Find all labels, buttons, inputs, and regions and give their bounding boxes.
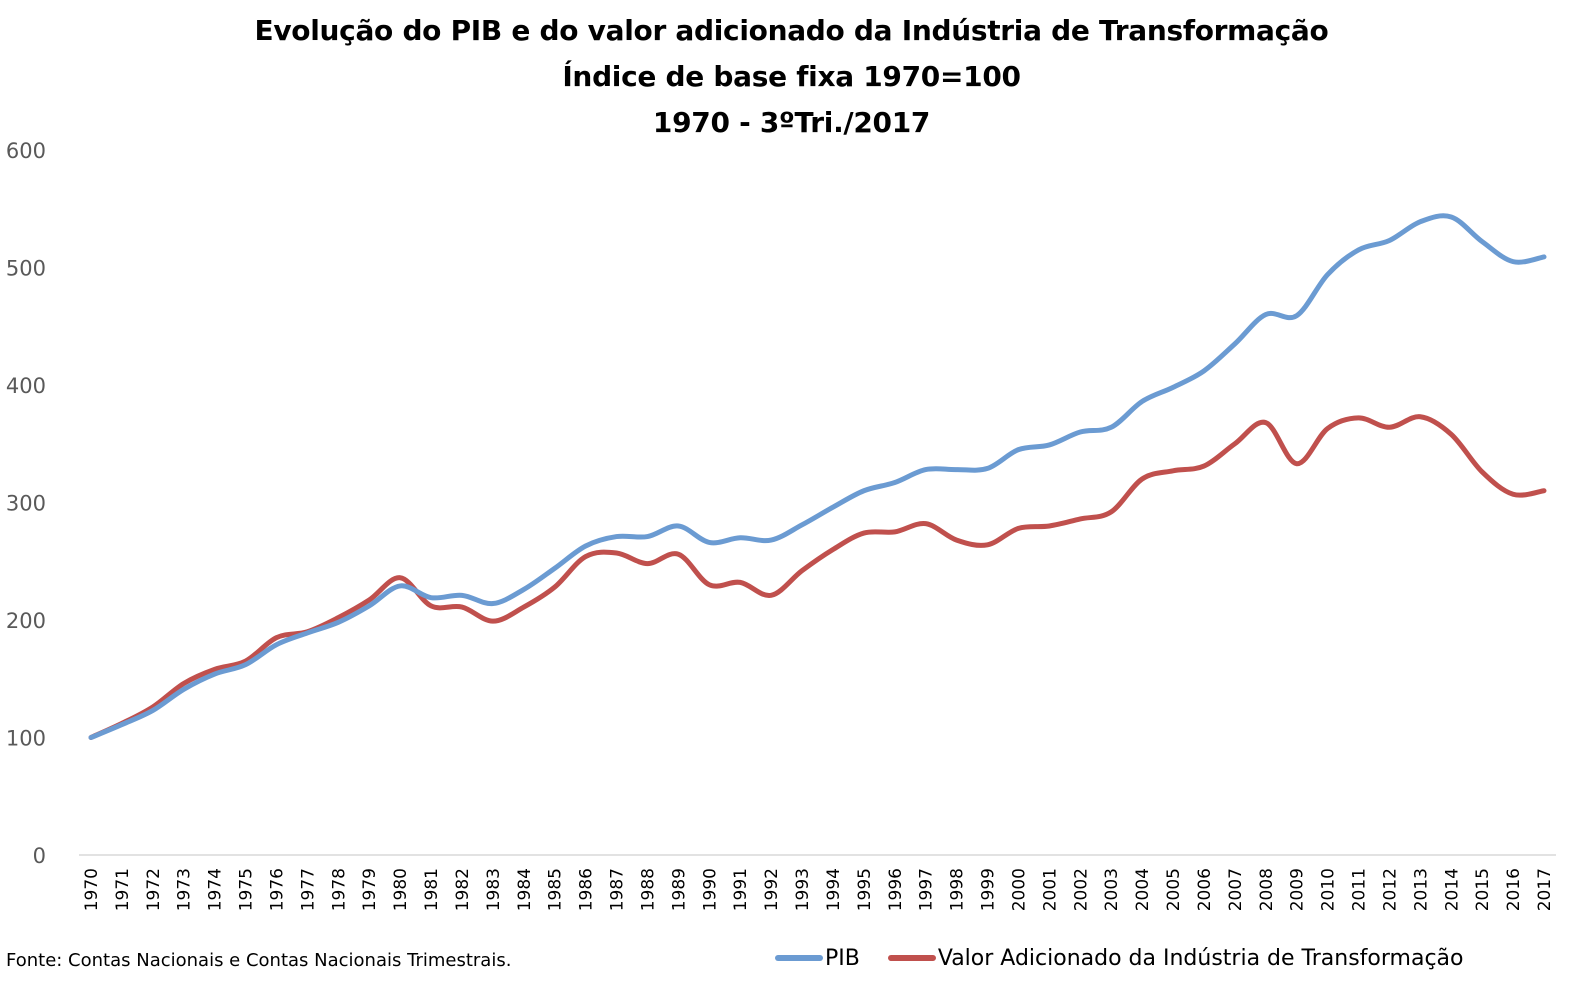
- x-tick-label: 1975: [237, 868, 257, 911]
- x-tick-label: 1974: [206, 868, 226, 911]
- x-tick-label: 1986: [577, 868, 597, 911]
- x-tick-label: 1983: [484, 868, 504, 911]
- x-tick-label: 2005: [1164, 868, 1184, 911]
- x-tick-label: 1994: [824, 868, 844, 911]
- x-tick-label: 1999: [979, 868, 999, 911]
- legend-swatch-pib: [775, 955, 823, 961]
- y-tick-label: 300: [6, 492, 46, 516]
- x-axis-ticks: 1970 1971 1972 1973 1974 1975 1976 1977 1978 1979…: [82, 868, 1555, 911]
- y-tick-label: 500: [6, 257, 46, 281]
- x-tick-label: 2013: [1411, 868, 1431, 911]
- x-tick-label: 2010: [1319, 868, 1339, 911]
- series-line-industria: [88, 414, 1547, 740]
- chart-title: Evolução do PIB e do valor adicionado da…: [254, 14, 1329, 47]
- x-tick-label: 2016: [1504, 868, 1524, 911]
- line-chart: 0 100 200 300 400 500 600 1970 1971 1972 1973 1974…: [6, 139, 1556, 911]
- x-tick-label: 1972: [144, 868, 164, 911]
- x-tick-label: 2001: [1040, 868, 1060, 911]
- x-tick-label: 1992: [762, 868, 782, 911]
- x-tick-label: 1990: [700, 868, 720, 911]
- x-tick-label: 2004: [1133, 868, 1153, 911]
- x-tick-label: 1993: [793, 868, 813, 911]
- legend-item-industria: Valor Adicionado da Indústria de Transfo…: [887, 945, 1464, 971]
- legend-item-pib: PIB: [775, 946, 860, 971]
- series-layer: [88, 213, 1547, 740]
- x-tick-label: 2017: [1535, 868, 1555, 911]
- y-tick-label: 0: [33, 844, 46, 868]
- x-tick-label: 2000: [1009, 868, 1029, 911]
- y-axis-ticks: 0 100 200 300 400 500 600: [6, 139, 46, 868]
- x-tick-label: 2014: [1442, 868, 1462, 911]
- legend: PIB Valor Adicionado da Indústria de Tra…: [775, 942, 1492, 974]
- x-tick-label: 1985: [546, 868, 566, 911]
- x-tick-label: 2006: [1195, 868, 1215, 911]
- x-tick-label: 1979: [360, 868, 380, 911]
- x-tick-label: 1977: [298, 868, 318, 911]
- x-tick-label: 2011: [1350, 868, 1370, 911]
- x-tick-label: 2012: [1380, 868, 1400, 911]
- y-tick-label: 600: [6, 139, 46, 163]
- y-tick-label: 100: [6, 727, 46, 751]
- x-tick-label: 1973: [175, 868, 195, 911]
- x-tick-label: 1987: [608, 868, 628, 911]
- legend-label-industria: Valor Adicionado da Indústria de Transfo…: [937, 945, 1464, 971]
- x-tick-label: 1997: [917, 868, 937, 911]
- x-tick-label: 2008: [1257, 868, 1277, 911]
- x-tick-label: 1970: [82, 868, 102, 911]
- x-tick-label: 1998: [948, 868, 968, 911]
- x-tick-label: 2009: [1288, 868, 1308, 911]
- x-tick-label: 1991: [731, 868, 751, 911]
- x-tick-label: 1980: [391, 868, 411, 911]
- x-tick-label: 1984: [515, 868, 535, 911]
- x-tick-label: 1988: [638, 868, 658, 911]
- x-tick-label: 2003: [1102, 868, 1122, 911]
- y-tick-label: 400: [6, 374, 46, 398]
- x-tick-label: 1981: [422, 868, 442, 911]
- x-tick-label: 1989: [669, 868, 689, 911]
- chart-subtitle-period: 1970 - 3ºTri./2017: [652, 106, 931, 139]
- x-tick-label: 2015: [1473, 868, 1493, 911]
- x-tick-label: 2007: [1226, 868, 1246, 911]
- chart-title-block: Evolução do PIB e do valor adicionado da…: [0, 8, 1583, 146]
- x-tick-label: 1971: [113, 868, 133, 911]
- x-tick-label: 1982: [453, 868, 473, 911]
- legend-label-pib: PIB: [825, 945, 860, 971]
- legend-swatch-industria: [887, 955, 936, 961]
- y-tick-label: 200: [6, 609, 46, 633]
- x-tick-label: 2002: [1071, 868, 1091, 911]
- x-tick-label: 1996: [886, 868, 906, 911]
- series-line-pib: [88, 213, 1547, 740]
- x-tick-label: 1995: [855, 868, 875, 911]
- x-tick-label: 1978: [329, 868, 349, 911]
- source-note: Fonte: Contas Nacionais e Contas Naciona…: [6, 950, 512, 971]
- chart-subtitle-base-index: Índice de base fixa 1970=100: [562, 60, 1021, 93]
- x-tick-label: 1976: [267, 868, 287, 911]
